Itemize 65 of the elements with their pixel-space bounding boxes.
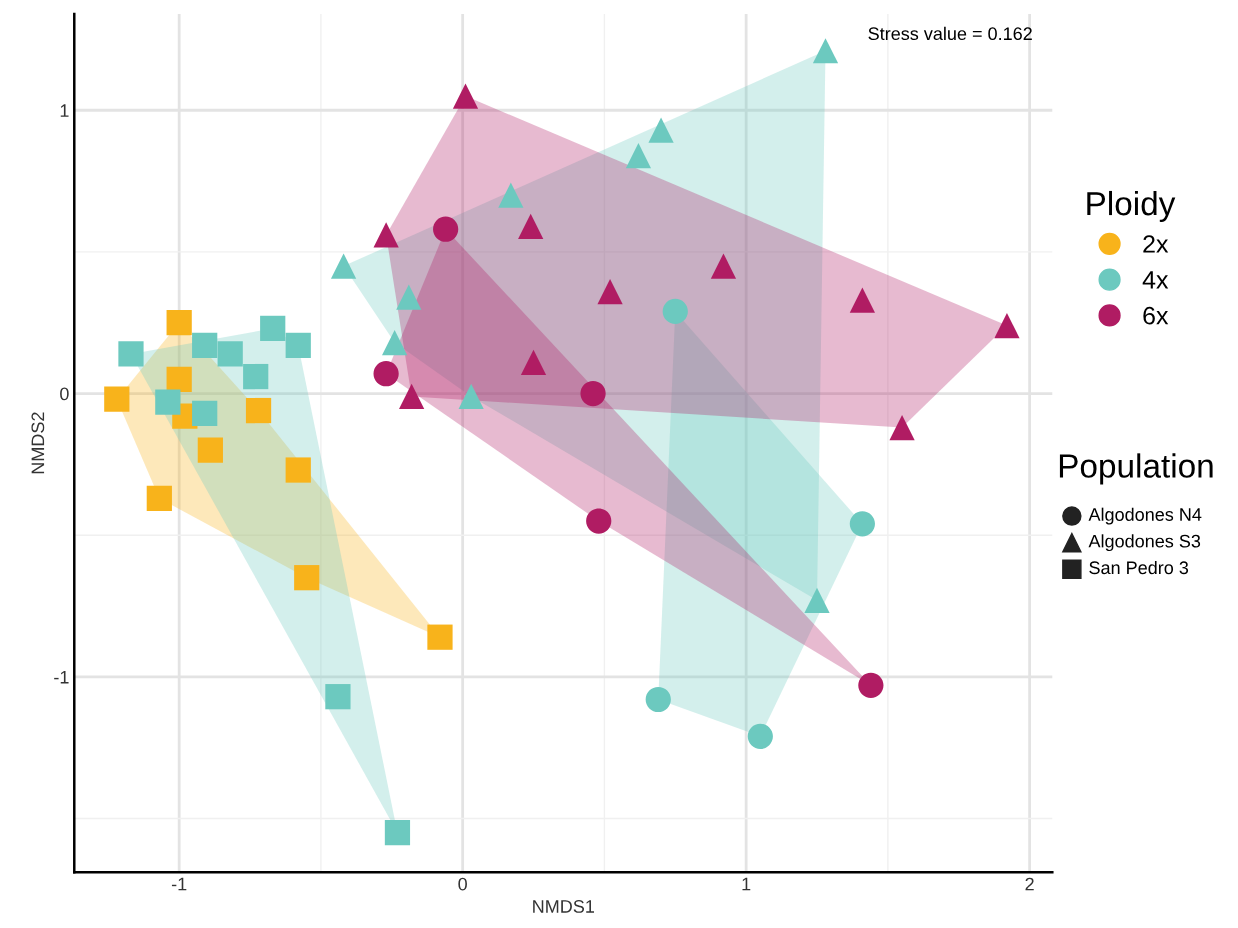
point (648, 117, 674, 143)
point (285, 457, 311, 483)
point (325, 684, 351, 710)
x-tick-label: 2 (1025, 877, 1034, 891)
point (330, 253, 357, 279)
legend-label: 6x (1143, 306, 1169, 325)
point (285, 332, 311, 358)
point (197, 437, 223, 463)
annotation: Stress value = 0.162 (868, 26, 1032, 41)
point (849, 287, 875, 313)
x-tick-label: 0 (458, 877, 467, 891)
point (166, 366, 192, 392)
point (586, 508, 612, 534)
point (994, 312, 1020, 339)
point (625, 142, 652, 169)
point (498, 182, 524, 208)
point (294, 565, 320, 591)
point (373, 361, 399, 387)
point (433, 216, 459, 242)
point (849, 511, 875, 537)
point (104, 386, 130, 412)
point (458, 383, 484, 409)
x-tick-label: -1 (171, 877, 187, 891)
point (245, 397, 272, 424)
x-axis-title: NMDS1 (533, 900, 595, 913)
point (597, 278, 623, 305)
text: Ploidy (1087, 190, 1176, 222)
legend-label: 4x (1142, 271, 1169, 289)
point (662, 298, 688, 324)
point (118, 341, 144, 367)
point (399, 383, 425, 409)
point (452, 83, 479, 109)
point (812, 38, 839, 64)
point (580, 380, 606, 407)
point (518, 213, 544, 240)
y-tick-label: 1 (60, 104, 69, 117)
point (804, 587, 830, 613)
point (747, 723, 773, 749)
x-tick-label: 1 (742, 877, 751, 891)
point (217, 341, 243, 367)
point (710, 253, 737, 279)
point (192, 332, 218, 358)
point (373, 222, 399, 248)
point (382, 329, 408, 356)
point (858, 672, 884, 698)
point (146, 485, 172, 511)
point (384, 820, 411, 846)
text: Algodones S3 (1088, 534, 1201, 552)
y-tick-label: 0 (60, 387, 69, 401)
point (396, 284, 422, 310)
y-axis-title: NMDS2 (31, 412, 45, 474)
point (155, 389, 181, 415)
point (645, 686, 671, 713)
text: Population (1059, 453, 1213, 485)
point (243, 363, 269, 390)
point (192, 400, 218, 426)
text: Algodones N4 (1088, 507, 1202, 525)
point (260, 315, 286, 341)
text: San Pedro 3 (1089, 560, 1189, 575)
point (166, 310, 192, 336)
legend-label: 2x (1143, 235, 1169, 253)
point (427, 624, 453, 650)
point (520, 349, 547, 375)
y-tick-label: -1 (54, 670, 69, 684)
point (889, 414, 915, 441)
